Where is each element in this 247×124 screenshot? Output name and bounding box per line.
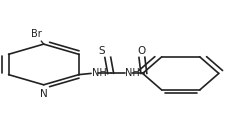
Text: NH: NH bbox=[125, 68, 140, 78]
Text: S: S bbox=[99, 46, 105, 56]
Text: Br: Br bbox=[31, 29, 42, 39]
Text: O: O bbox=[138, 46, 146, 56]
Text: N: N bbox=[40, 89, 48, 99]
Text: NH: NH bbox=[92, 68, 107, 78]
